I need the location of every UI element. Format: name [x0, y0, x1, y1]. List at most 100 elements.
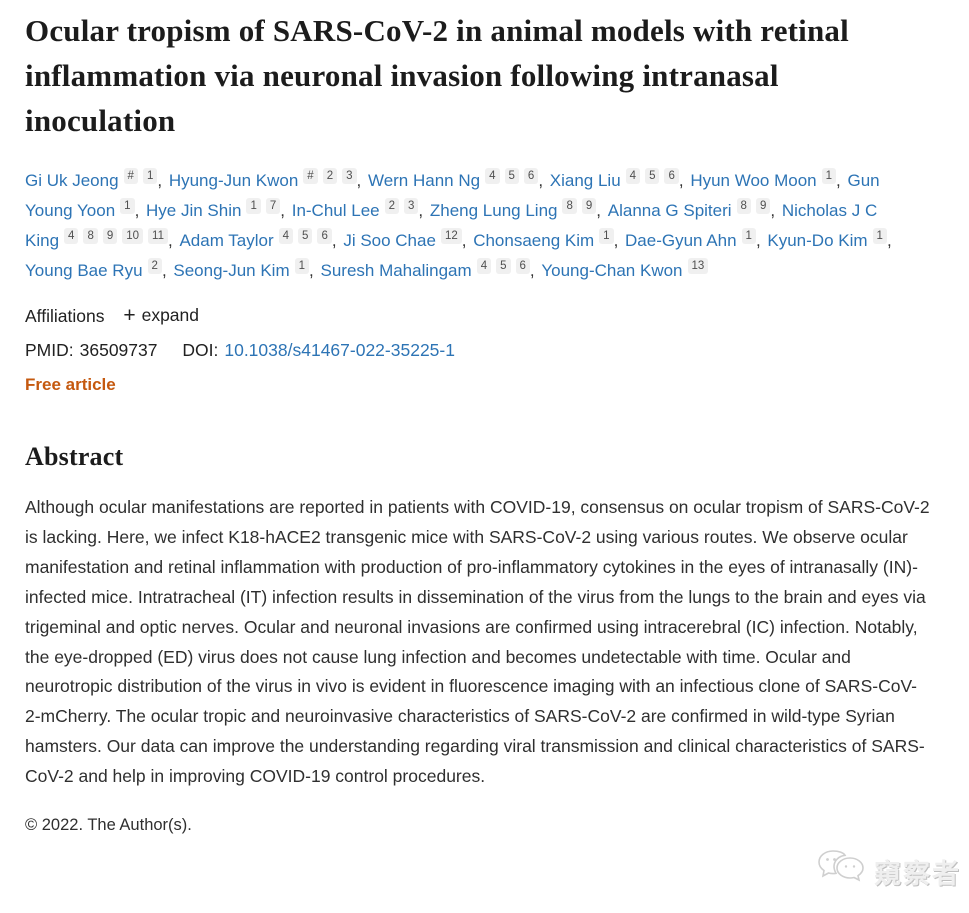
author-separator: , — [770, 201, 780, 220]
author-link[interactable]: Young Bae Ryu — [25, 261, 143, 280]
author-link[interactable]: Hyung-Jun Kwon — [168, 171, 299, 190]
affiliation-superscript[interactable]: 2 — [322, 168, 338, 184]
author-link[interactable]: Hye Jin Shin — [146, 201, 242, 220]
affiliation-superscript[interactable]: 8 — [736, 198, 751, 214]
affiliation-superscript[interactable]: 9 — [102, 228, 118, 244]
affiliation-superscript[interactable]: 6 — [515, 258, 530, 274]
affiliation-superscript[interactable]: 9 — [755, 198, 771, 214]
author-link[interactable]: Suresh Mahalingam — [320, 261, 472, 280]
affiliation-superscript[interactable]: 7 — [265, 198, 281, 214]
affiliation-superscript[interactable]: 2 — [147, 258, 162, 274]
author-separator: , — [331, 231, 342, 250]
affiliation-superscript[interactable]: 1 — [120, 198, 135, 214]
affiliation-superscript[interactable]: 5 — [298, 228, 313, 244]
affiliation-superscript[interactable]: 5 — [645, 168, 660, 184]
author-link[interactable]: Zheng Lung Ling — [429, 201, 558, 220]
author-item: Nicholas J C King 4 8 9 10 11 — [25, 201, 877, 250]
affiliation-superscript[interactable]: 4 — [64, 228, 79, 244]
affiliation-superscript[interactable]: 6 — [523, 168, 539, 184]
expand-label: expand — [141, 305, 200, 325]
affiliation-superscript[interactable]: 1 — [741, 228, 756, 244]
author-item: Chonsaeng Kim 1 — [473, 228, 614, 250]
affiliation-superscript[interactable]: 6 — [317, 228, 332, 244]
author-link[interactable]: Chonsaeng Kim — [473, 231, 595, 250]
affiliation-superscript[interactable]: 4 — [625, 168, 641, 184]
author-item: Adam Taylor 4 5 6 — [179, 228, 332, 250]
author-separator: , — [309, 261, 319, 280]
doi-group: DOI: 10.1038/s41467-022-35225-1 — [182, 340, 455, 360]
author-separator: , — [613, 231, 624, 250]
affiliation-superscript[interactable]: 1 — [599, 228, 614, 244]
chat-bubbles-icon — [816, 848, 868, 895]
plus-icon: + — [123, 304, 136, 327]
watermark-text: 窺察者 — [874, 859, 961, 889]
affiliation-superscript[interactable]: 11 — [148, 228, 168, 244]
affiliation-superscript[interactable]: 5 — [496, 258, 511, 274]
affiliations-label: Affiliations — [25, 306, 105, 326]
affiliations-expand-button[interactable]: + expand — [123, 305, 199, 326]
affiliation-superscript[interactable]: 2 — [384, 198, 400, 214]
author-separator: , — [356, 171, 366, 190]
author-link[interactable]: Gi Uk Jeong — [25, 171, 119, 190]
author-separator: , — [157, 171, 167, 190]
author-link[interactable]: Xiang Liu — [549, 171, 621, 190]
author-link[interactable]: Kyun-Do Kim — [767, 231, 868, 250]
author-link[interactable]: Adam Taylor — [179, 231, 274, 250]
author-item: Hyun Woo Moon 1 — [690, 168, 837, 190]
free-article-badge: Free article — [25, 375, 116, 394]
author-link[interactable]: Wern Hann Ng — [367, 171, 481, 190]
affiliation-superscript[interactable]: 1 — [821, 168, 837, 184]
author-link[interactable]: Nicholas J C King — [25, 201, 878, 250]
pmid-label: PMID: — [25, 340, 74, 360]
doi-link[interactable]: 10.1038/s41467-022-35225-1 — [224, 340, 455, 360]
affiliation-superscript[interactable]: 8 — [562, 198, 577, 214]
affiliation-superscript[interactable]: 1 — [142, 168, 158, 184]
affiliation-superscript[interactable]: 6 — [664, 168, 679, 184]
affiliation-superscript[interactable]: 10 — [122, 228, 144, 244]
affiliation-superscript[interactable]: 9 — [581, 198, 597, 214]
affiliation-superscript[interactable]: 4 — [476, 258, 492, 274]
watermark: 窺察者 — [816, 848, 961, 895]
author-item: Hye Jin Shin 1 7 — [146, 198, 281, 220]
affiliation-superscript[interactable]: 3 — [404, 198, 419, 214]
author-link[interactable]: Ji Soo Chae — [343, 231, 436, 250]
author-item: Alanna G Spiteri 8 9 — [607, 198, 771, 220]
affiliation-superscript[interactable]: 4 — [278, 228, 294, 244]
author-separator: , — [529, 261, 540, 280]
affiliation-superscript[interactable]: 5 — [504, 168, 519, 184]
article-page: Ocular tropism of SARS-CoV-2 in animal m… — [25, 13, 939, 835]
identifiers-row: PMID: 36509737 DOI: 10.1038/s41467-022-352… — [25, 340, 939, 361]
author-link[interactable]: Young-Chan Kwon — [541, 261, 683, 280]
author-link[interactable]: Seong-Jun Kim — [173, 261, 290, 280]
affiliation-superscript[interactable]: 8 — [83, 228, 98, 244]
affiliation-superscript[interactable]: 1 — [294, 258, 310, 274]
author-item: In-Chul Lee 2 3 — [291, 198, 419, 220]
affiliation-superscript[interactable]: 4 — [485, 168, 500, 184]
affiliation-superscript[interactable]: 12 — [440, 228, 462, 244]
author-item: Kyun-Do Kim 1 — [767, 228, 887, 250]
equal-contribution-marker[interactable]: # — [123, 168, 138, 184]
abstract-heading: Abstract — [25, 442, 124, 471]
author-item: Gi Uk Jeong #1 — [25, 168, 158, 190]
author-link[interactable]: Gun Young Yoon — [25, 171, 880, 220]
author-separator: , — [678, 171, 689, 190]
author-item: Young-Chan Kwon 13 — [541, 258, 709, 280]
author-item: Hyung-Jun Kwon #2 3 — [168, 168, 357, 190]
author-separator: , — [461, 231, 472, 250]
affiliation-superscript[interactable]: 1 — [246, 198, 261, 214]
affiliation-superscript[interactable]: 13 — [687, 258, 709, 274]
abstract-text: Although ocular manifestations are repor… — [25, 497, 930, 787]
author-item: Wern Hann Ng 4 5 6 — [367, 168, 539, 190]
affiliations-row: Affiliations + expand — [25, 305, 939, 327]
affiliation-superscript[interactable]: 3 — [342, 168, 357, 184]
author-item: Seong-Jun Kim 1 — [173, 258, 310, 280]
author-link[interactable]: In-Chul Lee — [291, 201, 380, 220]
copyright-notice: © 2022. The Author(s). — [25, 816, 192, 835]
article-title: Ocular tropism of SARS-CoV-2 in animal m… — [25, 13, 849, 138]
equal-contribution-marker[interactable]: # — [303, 168, 318, 184]
author-link[interactable]: Alanna G Spiteri — [607, 201, 732, 220]
author-separator: , — [161, 261, 172, 280]
author-link[interactable]: Dae-Gyun Ahn — [625, 231, 737, 250]
affiliation-superscript[interactable]: 1 — [872, 228, 887, 244]
author-link[interactable]: Hyun Woo Moon — [690, 171, 817, 190]
